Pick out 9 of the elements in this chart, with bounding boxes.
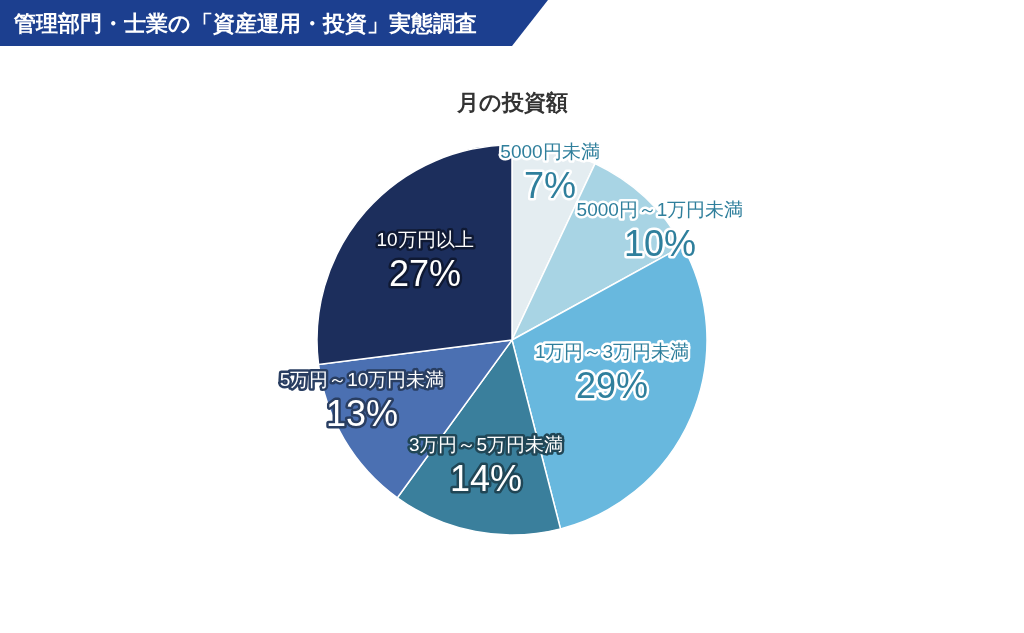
slice-label: 1万円～3万円未満 bbox=[534, 341, 690, 362]
slice-label: 5000円～1万円未満 bbox=[576, 199, 744, 220]
data-label: 29% bbox=[575, 365, 649, 406]
data-label: 14% bbox=[449, 458, 523, 499]
data-label: 27% bbox=[388, 253, 462, 294]
chart-subtitle: 月の投資額 bbox=[455, 90, 568, 115]
data-label: 7% bbox=[523, 165, 577, 206]
chart-title: 管理部門・士業の「資産運用・投資」実態調査 bbox=[13, 11, 477, 36]
slice-label: 10万円以上 bbox=[376, 229, 474, 250]
